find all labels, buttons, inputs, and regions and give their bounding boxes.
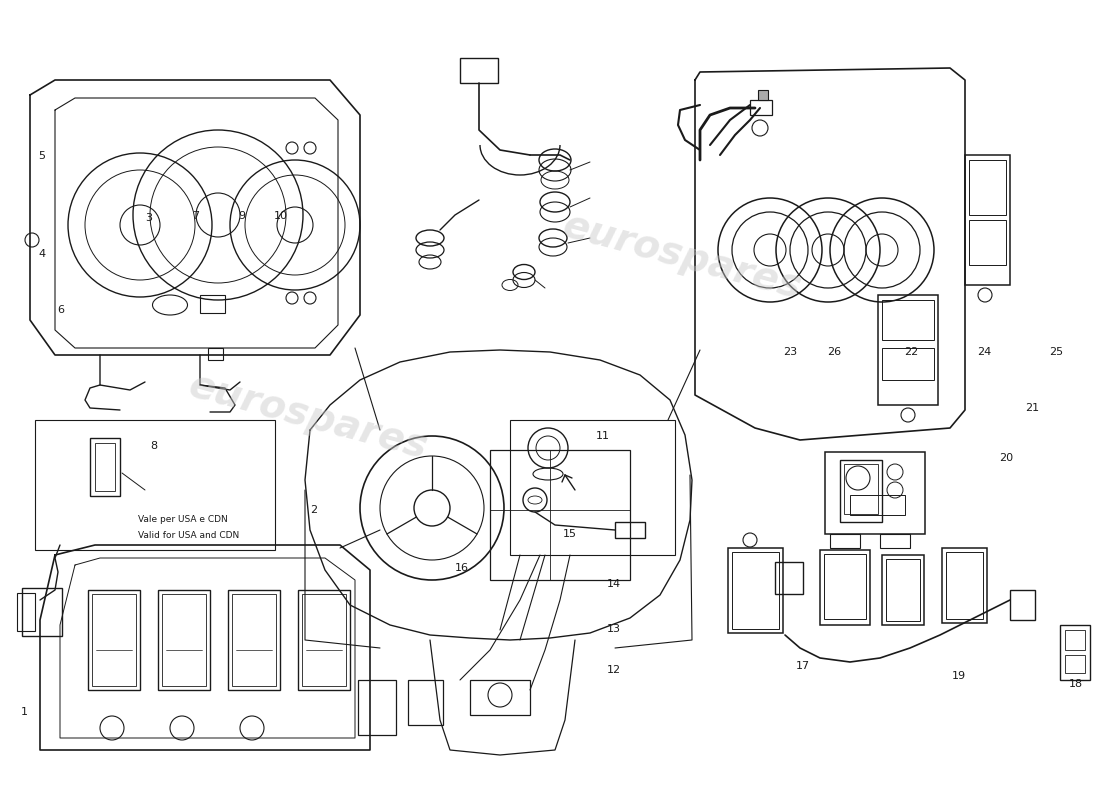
Text: 14: 14: [607, 579, 620, 589]
Bar: [882, 300, 934, 340]
Text: 18: 18: [1069, 679, 1082, 689]
Bar: [358, 680, 396, 735]
Bar: [1065, 630, 1085, 650]
Bar: [208, 348, 223, 360]
Bar: [728, 548, 783, 633]
Text: eurospares: eurospares: [185, 366, 431, 466]
Text: 9: 9: [239, 211, 245, 221]
Text: 24: 24: [978, 347, 991, 357]
Bar: [886, 559, 920, 621]
Text: 7: 7: [192, 211, 199, 221]
Bar: [200, 295, 225, 313]
Bar: [302, 594, 346, 686]
Bar: [92, 594, 136, 686]
Bar: [470, 680, 530, 715]
Text: 22: 22: [904, 347, 917, 357]
Bar: [88, 590, 140, 690]
Bar: [1065, 655, 1085, 673]
Text: 13: 13: [607, 624, 620, 634]
Bar: [1010, 590, 1035, 620]
Text: 20: 20: [1000, 453, 1013, 462]
Bar: [969, 160, 1006, 215]
Bar: [732, 552, 779, 629]
Text: 3: 3: [145, 213, 152, 222]
Bar: [490, 450, 630, 580]
Bar: [776, 562, 803, 594]
Text: 10: 10: [274, 211, 287, 221]
Bar: [882, 348, 934, 380]
Bar: [1060, 625, 1090, 680]
Bar: [878, 295, 938, 405]
Text: 5: 5: [39, 151, 45, 161]
Bar: [965, 155, 1010, 285]
Bar: [232, 594, 276, 686]
Bar: [510, 420, 675, 555]
Text: 12: 12: [607, 666, 620, 675]
Bar: [830, 534, 860, 548]
Text: 16: 16: [455, 563, 469, 573]
Bar: [969, 220, 1006, 265]
Text: Valid for USA and CDN: Valid for USA and CDN: [138, 530, 240, 539]
Text: 19: 19: [953, 671, 966, 681]
Bar: [228, 590, 280, 690]
Bar: [942, 548, 987, 623]
Bar: [820, 550, 870, 625]
Bar: [95, 443, 116, 491]
Text: 2: 2: [310, 506, 317, 515]
Bar: [408, 680, 443, 725]
Bar: [750, 100, 772, 115]
Bar: [880, 534, 910, 548]
Bar: [882, 555, 924, 625]
Bar: [825, 452, 925, 534]
Text: 1: 1: [21, 707, 28, 717]
Text: eurospares: eurospares: [559, 206, 805, 306]
Text: 26: 26: [827, 347, 840, 357]
Bar: [946, 552, 983, 619]
Bar: [824, 554, 866, 619]
Text: 21: 21: [1025, 403, 1038, 413]
Text: 4: 4: [39, 250, 45, 259]
Bar: [615, 522, 645, 538]
Bar: [162, 594, 206, 686]
Bar: [460, 58, 498, 83]
Bar: [22, 588, 62, 636]
Text: Vale per USA e CDN: Vale per USA e CDN: [138, 515, 228, 525]
Bar: [850, 495, 905, 515]
Text: 25: 25: [1049, 347, 1063, 357]
Bar: [844, 464, 878, 514]
Text: 8: 8: [151, 442, 157, 451]
Bar: [298, 590, 350, 690]
Bar: [16, 593, 35, 631]
Text: 17: 17: [796, 661, 810, 670]
Text: 15: 15: [563, 530, 576, 539]
Text: 6: 6: [57, 306, 64, 315]
Bar: [90, 438, 120, 496]
Bar: [35, 420, 275, 550]
Bar: [758, 90, 768, 100]
Bar: [158, 590, 210, 690]
Text: 11: 11: [596, 431, 609, 441]
Bar: [840, 460, 882, 522]
Text: 23: 23: [783, 347, 796, 357]
